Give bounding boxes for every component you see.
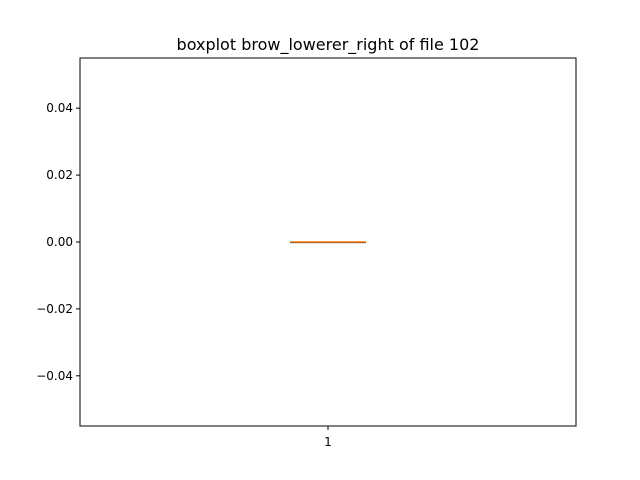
plot-area: −0.04 −0.02 0.00 0.02 0.04 1 [36, 57, 577, 449]
x-tick-label: 1 [324, 435, 332, 449]
y-tick-label: −0.02 [36, 302, 73, 316]
y-tick-label: 0.00 [46, 235, 73, 249]
y-tick-label: 0.02 [46, 168, 73, 182]
y-tick-label: 0.04 [46, 101, 73, 115]
chart-title: boxplot brow_lowerer_right of file 102 [177, 35, 480, 55]
y-tick-label: −0.04 [36, 369, 73, 383]
